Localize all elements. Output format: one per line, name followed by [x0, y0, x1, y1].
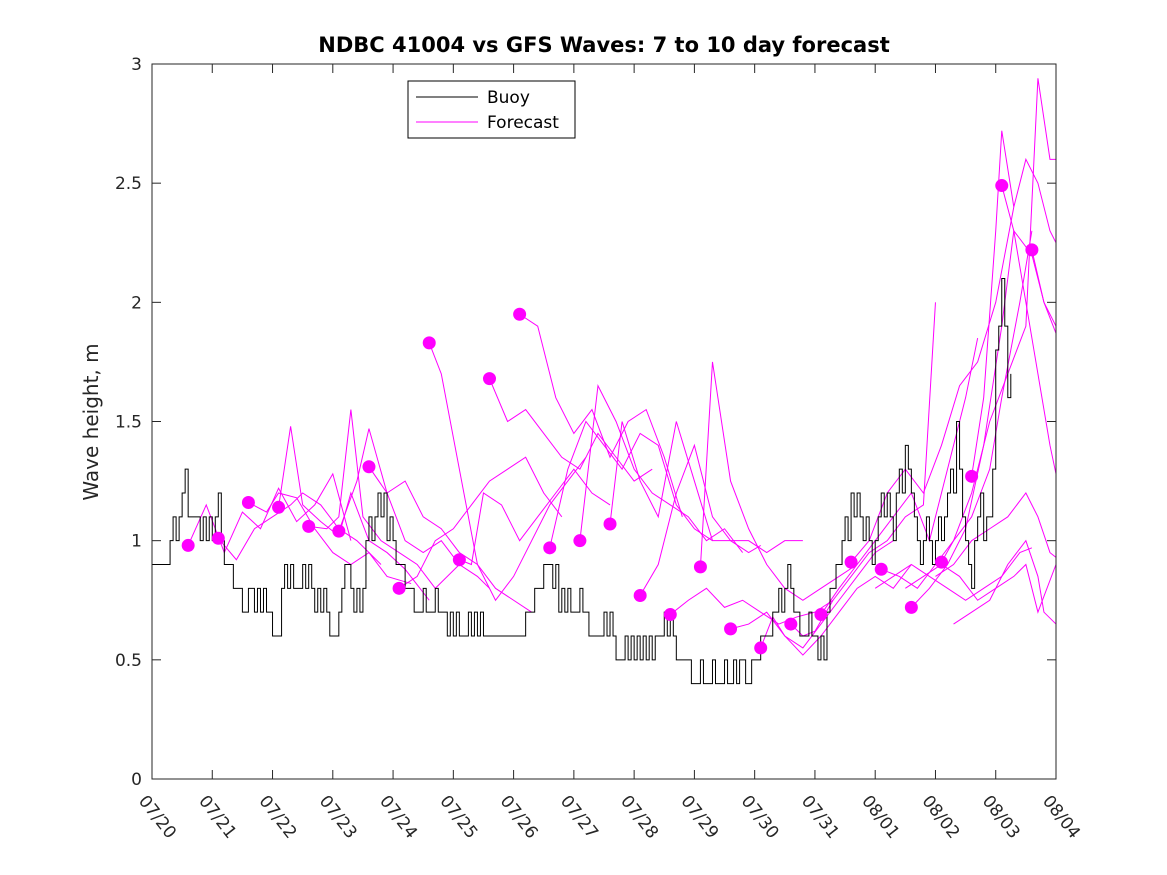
forecast-line — [881, 230, 1033, 590]
x-tick-label: 07/31 — [797, 792, 843, 843]
forecast-line — [669, 587, 834, 625]
forecast-line — [639, 443, 803, 596]
forecast-line — [1031, 249, 1057, 334]
y-tick-label: 1.5 — [115, 413, 142, 433]
forecast-line — [579, 384, 744, 553]
forecast-line — [699, 361, 858, 601]
forecast-start-point — [241, 496, 255, 510]
forecast-start-point — [874, 562, 888, 576]
forecast-line — [278, 426, 430, 601]
y-tick-label: 0.5 — [115, 651, 142, 671]
y-tick-label: 1 — [131, 532, 142, 552]
forecast-start-point — [302, 519, 316, 533]
legend: Buoy Forecast — [407, 80, 576, 139]
forecast-start-point — [392, 581, 406, 595]
forecast-line — [874, 547, 1033, 601]
x-tick-label: 07/23 — [315, 792, 361, 843]
forecast-start-point — [603, 517, 617, 531]
legend-box — [407, 80, 576, 139]
buoy-line — [152, 278, 1012, 685]
forecast-line — [489, 378, 653, 482]
x-tick-label: 07/28 — [616, 792, 662, 843]
forecast-line — [941, 78, 1056, 563]
forecast-start-point — [422, 336, 436, 350]
forecast-start-point — [332, 524, 346, 538]
forecast-start-point — [754, 641, 768, 655]
forecast-line — [971, 130, 1057, 477]
forecast-start-point — [272, 500, 286, 514]
forecast-line — [428, 342, 587, 602]
forecast-start-point — [784, 617, 798, 631]
y-axis-label: Wave height, m — [79, 343, 103, 500]
axes: 0 0.5 1 1.5 2 2.5 3 07/20 07/21 07/22 07/23 07/24 07… — [115, 55, 1084, 843]
legend-buoy-label: Buoy — [487, 88, 530, 108]
forecast-start-point — [181, 538, 195, 552]
x-tick-label: 07/30 — [737, 792, 783, 843]
forecast-start-point — [965, 469, 979, 483]
x-tick-label: 07/27 — [556, 792, 602, 843]
forecast-line — [338, 428, 490, 589]
forecast-line — [459, 468, 611, 566]
x-tick-label: 07/20 — [134, 792, 180, 843]
forecast-line — [1001, 185, 1057, 475]
forecast-start-point — [934, 555, 948, 569]
forecast-start-point — [362, 460, 376, 474]
forecast-start-point — [513, 307, 527, 321]
forecast-line — [248, 492, 412, 585]
forecast-start-point — [995, 179, 1009, 193]
forecast-line — [609, 421, 761, 554]
axes-box — [151, 63, 1057, 780]
plot-area — [152, 78, 1057, 685]
y-tick-label: 0 — [131, 770, 142, 790]
forecast-start-point — [452, 553, 466, 567]
forecast-start-point — [633, 588, 647, 602]
forecast-line — [935, 492, 1057, 577]
forecast-start-point — [573, 534, 587, 548]
forecast-start-point — [904, 600, 918, 614]
x-tick-label: 07/29 — [676, 792, 722, 843]
x-tick-label: 08/03 — [978, 792, 1024, 843]
legend-forecast-label: Forecast — [487, 113, 559, 133]
forecast-line — [549, 420, 713, 548]
x-tick-label: 08/02 — [918, 792, 964, 843]
forecast-start-point — [543, 541, 557, 555]
y-tick-label: 2.5 — [115, 174, 142, 194]
x-tick-label: 07/25 — [435, 792, 481, 843]
forecast-start-point — [482, 372, 496, 386]
x-tick-label: 08/01 — [857, 792, 903, 843]
forecast-start-point — [724, 622, 738, 636]
forecast-line — [519, 313, 683, 517]
forecast-line — [368, 466, 532, 613]
x-tick-label: 07/22 — [255, 792, 301, 843]
forecast-start-point — [663, 608, 677, 622]
forecast-line — [953, 539, 1057, 625]
forecast-line — [905, 563, 1057, 614]
y-tick-label: 2 — [131, 293, 142, 313]
forecast-start-point — [693, 560, 707, 574]
x-tick-label: 07/21 — [194, 792, 240, 843]
x-tick-label: 08/04 — [1038, 792, 1084, 843]
forecast-start-point — [1025, 243, 1039, 257]
forecast-start-point — [814, 608, 828, 622]
chart-title: NDBC 41004 vs GFS Waves: 7 to 10 day for… — [318, 33, 889, 57]
forecast-start-point — [844, 555, 858, 569]
forecast-start-point — [211, 531, 225, 545]
forecast-line — [850, 206, 1015, 563]
forecast-line — [910, 229, 1057, 608]
forecast-line — [398, 456, 563, 589]
x-tick-label: 07/24 — [375, 792, 421, 843]
x-tick-label: 07/26 — [496, 792, 542, 843]
forecast-line — [217, 492, 382, 565]
y-tick-label: 3 — [131, 55, 142, 75]
